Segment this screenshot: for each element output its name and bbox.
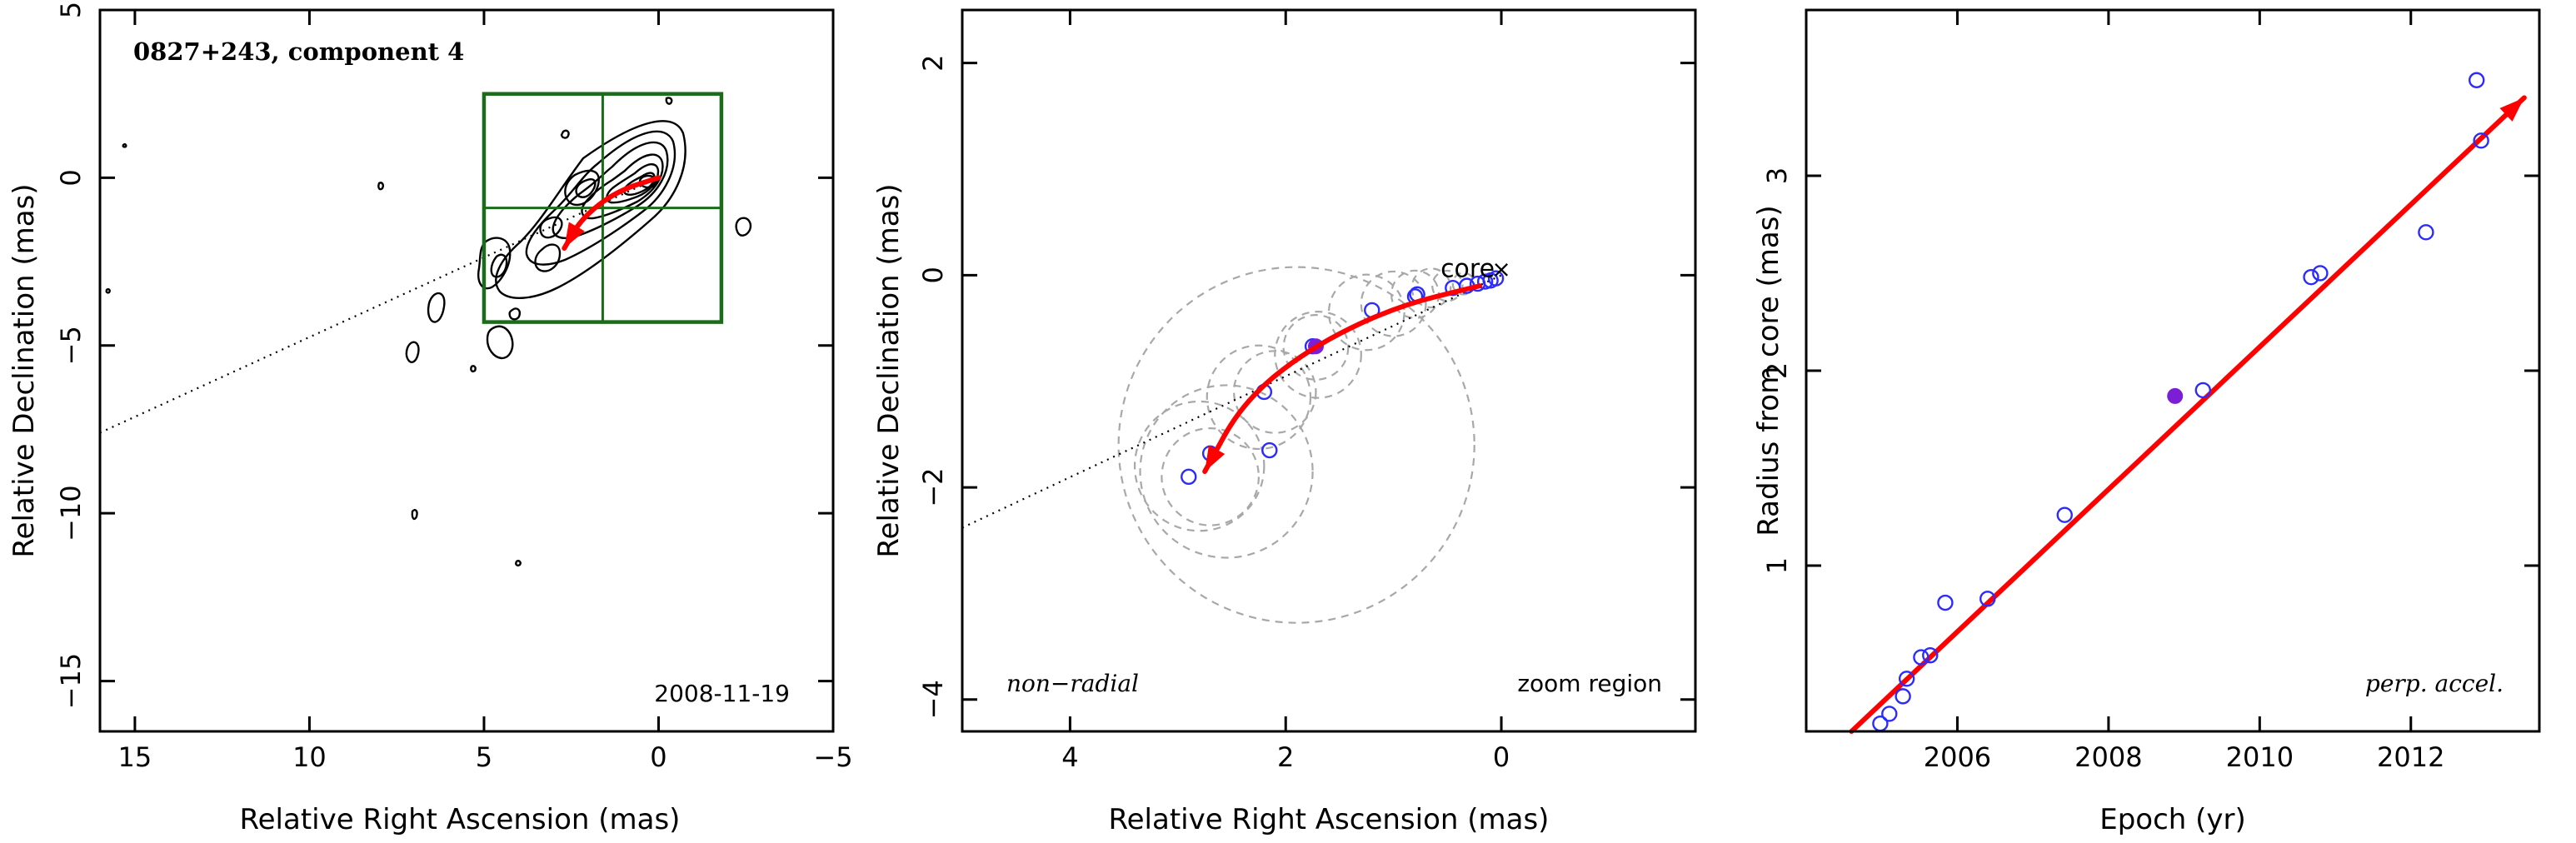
data-point — [1898, 671, 1915, 687]
data-point — [2312, 265, 2329, 282]
radius-epoch-frame — [1805, 8, 2541, 733]
data-point — [1181, 468, 1197, 486]
fit-line-arrowhead — [2499, 97, 2524, 122]
contour-map-x-tick-label: 0 — [650, 741, 666, 773]
fit-circle — [1431, 269, 1464, 302]
contour-map-date: 2008-11-19 — [654, 680, 790, 707]
fit-circle — [1117, 266, 1475, 624]
contour-map-x-tick-label: 10 — [292, 741, 327, 773]
radius-epoch-x-tick-label: 2008 — [2074, 741, 2142, 773]
contour-map-y-tick-label: −10 — [55, 485, 87, 541]
radius-epoch-ylabel: Radius from core (mas) — [1752, 205, 1785, 536]
contour-map-y-tick-label: −5 — [55, 326, 87, 365]
contour-map-y-tick-label: 5 — [55, 2, 87, 18]
radius-epoch-annotation: perp. accel. — [2365, 670, 2504, 697]
contour-map-marks: 15 10 5 0 −5 5 0 −5 −10 −15 — [55, 2, 853, 773]
data-point — [1913, 649, 1930, 666]
zoom-region-frame — [961, 8, 1697, 733]
radius-epoch-x-tick-label: 2006 — [1924, 741, 1991, 773]
data-point — [1922, 647, 1939, 664]
fit-circle — [1327, 273, 1405, 352]
data-point — [1261, 441, 1278, 459]
radius-epoch-x-tick-label: 2010 — [2226, 741, 2294, 773]
data-point — [2303, 268, 2319, 286]
data-point — [2418, 224, 2434, 241]
core-marker: × — [1491, 255, 1510, 282]
contour-map-title: 0827+243, component 4 — [133, 37, 464, 66]
zoom-region-xlabel: Relative Right Ascension (mas) — [1109, 803, 1550, 836]
zoom-annotation-non-radial: non−radial — [1006, 670, 1139, 697]
contour-map-ylabel: Relative Declination (mas) — [7, 183, 41, 557]
data-point — [2194, 382, 2211, 399]
contour-map-frame — [98, 8, 835, 733]
data-point — [1487, 270, 1505, 287]
data-point — [1937, 594, 1954, 611]
zoom-region-marks: × 4 2 0 2 0 −2 −4 — [917, 10, 1695, 773]
data-point — [2469, 72, 2485, 88]
radius-epoch-x-tick-label: 2012 — [2377, 741, 2444, 773]
current-epoch-point — [2167, 387, 2184, 404]
zoom-region-x-tick-label: 4 — [1061, 741, 1078, 773]
fit-circle — [1410, 267, 1452, 309]
fit-circle — [1274, 311, 1362, 399]
radius-epoch-y-tick-label: 1 — [1761, 557, 1793, 574]
zoom-region-x-tick-label: 2 — [1277, 741, 1294, 773]
contour-map-y-tick-label: −15 — [55, 653, 87, 710]
fit-circle — [1161, 427, 1260, 526]
zoom-region-y-tick-label: −4 — [917, 680, 949, 719]
contour-map-x-tick-label: 5 — [476, 741, 492, 773]
contour-map-x-tick-label: −5 — [813, 741, 852, 773]
zoom-region-y-tick-label: 0 — [917, 267, 949, 283]
data-point — [2473, 132, 2489, 149]
data-point — [1979, 591, 1996, 607]
motion-arrow — [1202, 283, 1483, 474]
radius-epoch-marks: 2006 2008 2010 2012 1 2 3 — [1761, 10, 2539, 773]
data-point — [1895, 688, 1911, 705]
zoom-region-x-tick-label: 0 — [1493, 741, 1510, 773]
core-label: core — [1440, 254, 1495, 283]
motion-arrowhead — [1205, 445, 1226, 471]
jet-axis-line — [961, 274, 1502, 529]
fit-circle — [1133, 400, 1266, 532]
fit-circle — [1282, 314, 1350, 381]
contour-map-xlabel: Relative Right Ascension (mas) — [240, 803, 681, 836]
radius-epoch-y-tick-label: 2 — [1761, 362, 1793, 379]
radius-epoch-xlabel: Epoch (yr) — [2099, 803, 2246, 836]
panel-zoom-region: × 4 2 0 2 0 −2 −4 non−radial zoom region core R… — [872, 8, 1697, 836]
zoom-region-y-tick-label: 2 — [917, 54, 949, 71]
fit-circle — [1206, 344, 1312, 451]
data-point — [2056, 506, 2073, 523]
data-point — [1476, 273, 1494, 290]
data-point — [1881, 706, 1898, 722]
motion-arrowhead — [564, 222, 585, 248]
fit-circle — [1360, 270, 1427, 337]
radius-epoch-y-tick-label: 3 — [1761, 167, 1793, 184]
zoom-region-y-tick-label: −2 — [917, 468, 949, 507]
zoom-region-ylabel: Relative Declination (mas) — [872, 183, 906, 557]
jet-axis-line — [99, 177, 659, 434]
motion-arrow — [562, 175, 661, 251]
fit-line — [1849, 95, 2527, 734]
panel-radius-vs-epoch: 2006 2008 2010 2012 1 2 3 perp. accel. Epoch (… — [1752, 8, 2541, 836]
contour-map-y-tick-label: 0 — [55, 169, 87, 186]
contour-map-x-tick-label: 15 — [118, 741, 152, 773]
contour-lines — [105, 97, 752, 566]
fit-circle — [1139, 384, 1314, 559]
zoom-annotation-zoom-region: zoom region — [1517, 670, 1662, 697]
panel-contour-map: 15 10 5 0 −5 5 0 −5 −10 −15 0827+243, component 4… — [7, 2, 853, 836]
